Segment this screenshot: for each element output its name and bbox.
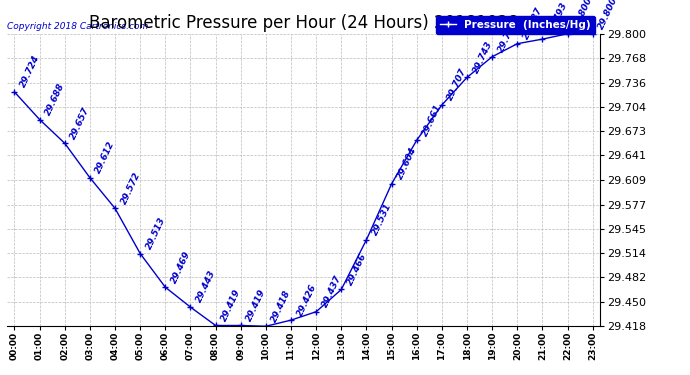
Pressure  (Inches/Hg)	[136, 251, 144, 256]
Text: 29.800: 29.800	[572, 0, 595, 31]
Text: Copyright 2018 Cartronics.com: Copyright 2018 Cartronics.com	[7, 22, 148, 31]
Pressure  (Inches/Hg)	[463, 75, 471, 80]
Text: 29.426: 29.426	[295, 282, 318, 317]
Pressure  (Inches/Hg)	[488, 54, 496, 59]
Text: 29.437: 29.437	[320, 274, 343, 309]
Pressure  (Inches/Hg)	[337, 287, 346, 292]
Text: 29.688: 29.688	[43, 81, 66, 117]
Legend: Pressure  (Inches/Hg): Pressure (Inches/Hg)	[436, 15, 595, 34]
Pressure  (Inches/Hg)	[589, 32, 597, 36]
Pressure  (Inches/Hg)	[437, 103, 446, 107]
Pressure  (Inches/Hg)	[564, 32, 572, 36]
Text: 29.604: 29.604	[396, 146, 419, 181]
Text: 29.469: 29.469	[170, 249, 193, 284]
Pressure  (Inches/Hg)	[161, 285, 170, 290]
Text: 29.513: 29.513	[144, 216, 167, 251]
Pressure  (Inches/Hg)	[388, 182, 396, 186]
Pressure  (Inches/Hg)	[538, 37, 546, 41]
Line: Pressure  (Inches/Hg): Pressure (Inches/Hg)	[12, 31, 595, 329]
Text: 29.707: 29.707	[446, 67, 469, 102]
Text: 29.800: 29.800	[597, 0, 620, 31]
Pressure  (Inches/Hg)	[186, 305, 195, 309]
Pressure  (Inches/Hg)	[413, 138, 421, 142]
Pressure  (Inches/Hg)	[111, 206, 119, 211]
Text: 29.419: 29.419	[245, 288, 268, 323]
Pressure  (Inches/Hg)	[513, 42, 522, 46]
Text: 29.657: 29.657	[69, 105, 92, 141]
Text: 29.443: 29.443	[195, 269, 217, 304]
Text: 29.572: 29.572	[119, 170, 142, 206]
Pressure  (Inches/Hg)	[362, 237, 371, 242]
Pressure  (Inches/Hg)	[287, 318, 295, 322]
Pressure  (Inches/Hg)	[61, 141, 69, 146]
Pressure  (Inches/Hg)	[211, 323, 219, 328]
Pressure  (Inches/Hg)	[237, 323, 245, 328]
Pressure  (Inches/Hg)	[35, 117, 43, 122]
Text: 29.418: 29.418	[270, 288, 293, 324]
Text: 29.466: 29.466	[346, 252, 368, 287]
Text: 29.793: 29.793	[546, 1, 569, 36]
Pressure  (Inches/Hg)	[86, 176, 94, 180]
Text: 29.770: 29.770	[496, 19, 519, 54]
Title: Barometric Pressure per Hour (24 Hours) 20181028: Barometric Pressure per Hour (24 Hours) …	[89, 14, 518, 32]
Text: 29.612: 29.612	[94, 140, 117, 175]
Text: 29.661: 29.661	[421, 102, 444, 137]
Pressure  (Inches/Hg)	[312, 309, 320, 314]
Text: 29.531: 29.531	[371, 202, 393, 237]
Text: 29.724: 29.724	[19, 54, 41, 89]
Pressure  (Inches/Hg)	[262, 324, 270, 328]
Text: 29.787: 29.787	[522, 6, 544, 41]
Text: 29.419: 29.419	[219, 288, 243, 323]
Text: 29.743: 29.743	[471, 39, 494, 75]
Pressure  (Inches/Hg)	[10, 90, 19, 94]
